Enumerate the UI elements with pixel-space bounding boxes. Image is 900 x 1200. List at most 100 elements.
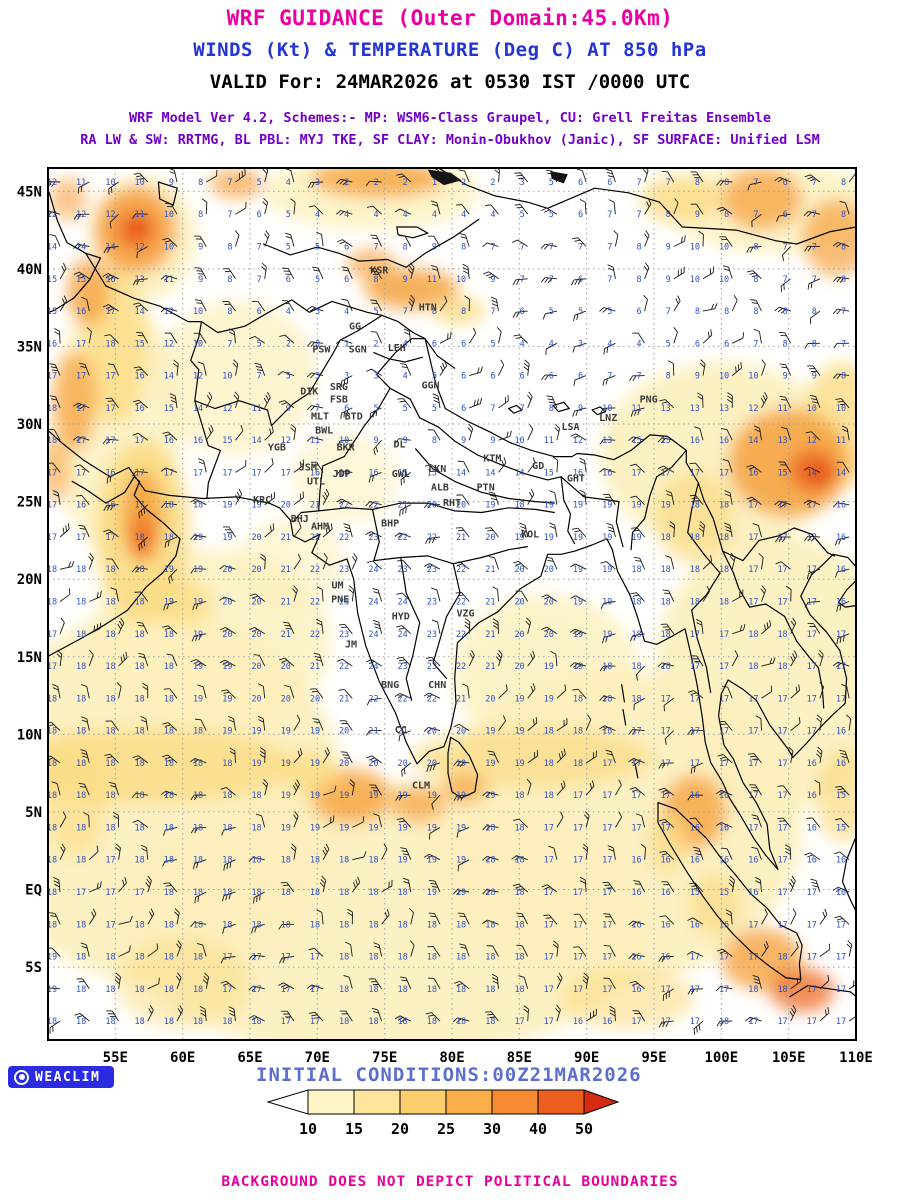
svg-text:VZG: VZG bbox=[456, 608, 474, 619]
svg-text:18: 18 bbox=[76, 759, 86, 769]
svg-text:17: 17 bbox=[105, 533, 115, 543]
svg-text:17: 17 bbox=[661, 985, 671, 995]
svg-text:18: 18 bbox=[456, 985, 466, 995]
svg-text:17: 17 bbox=[719, 694, 729, 704]
svg-text:16: 16 bbox=[47, 339, 57, 349]
svg-text:8: 8 bbox=[695, 178, 700, 188]
svg-text:6: 6 bbox=[578, 178, 583, 188]
svg-text:17: 17 bbox=[690, 727, 700, 737]
svg-text:16: 16 bbox=[661, 953, 671, 963]
svg-text:17: 17 bbox=[690, 985, 700, 995]
svg-text:8: 8 bbox=[373, 275, 378, 285]
svg-text:16: 16 bbox=[690, 436, 700, 446]
svg-text:22: 22 bbox=[339, 533, 349, 543]
svg-text:18: 18 bbox=[135, 953, 145, 963]
svg-text:4: 4 bbox=[403, 372, 408, 382]
svg-text:7: 7 bbox=[841, 339, 846, 349]
svg-text:6: 6 bbox=[461, 372, 466, 382]
svg-text:7: 7 bbox=[490, 307, 495, 317]
svg-text:6: 6 bbox=[432, 339, 437, 349]
svg-text:20: 20 bbox=[514, 565, 524, 575]
svg-text:20: 20 bbox=[222, 565, 232, 575]
weather-map: 12 11 10 10 9 8 7 5 4 3 2 2 2 1 2 2 3 5 6 6 7 7 8 8 7 6 7 812 12 12 11… bbox=[17, 167, 873, 1065]
svg-text:22: 22 bbox=[456, 565, 466, 575]
svg-text:19: 19 bbox=[514, 759, 524, 769]
svg-text:20: 20 bbox=[485, 533, 495, 543]
svg-text:18: 18 bbox=[193, 501, 203, 511]
svg-text:14: 14 bbox=[135, 307, 145, 317]
svg-text:17: 17 bbox=[76, 436, 86, 446]
svg-text:18: 18 bbox=[339, 888, 349, 898]
svg-text:CHN: CHN bbox=[428, 680, 446, 691]
svg-text:11: 11 bbox=[427, 275, 437, 285]
svg-text:5: 5 bbox=[520, 210, 525, 220]
svg-text:BHP: BHP bbox=[381, 518, 399, 529]
svg-text:5: 5 bbox=[315, 275, 320, 285]
svg-text:17: 17 bbox=[661, 694, 671, 704]
svg-text:19: 19 bbox=[602, 501, 612, 511]
svg-text:19: 19 bbox=[193, 694, 203, 704]
svg-text:17: 17 bbox=[777, 501, 787, 511]
svg-text:PNG: PNG bbox=[640, 394, 658, 405]
page-title: WRF GUIDANCE (Outer Domain:45.0Km) bbox=[226, 6, 674, 30]
svg-text:7: 7 bbox=[666, 307, 671, 317]
svg-text:17: 17 bbox=[281, 953, 291, 963]
svg-text:18: 18 bbox=[690, 565, 700, 575]
svg-text:17: 17 bbox=[836, 662, 846, 672]
svg-text:21: 21 bbox=[281, 598, 291, 608]
svg-text:18: 18 bbox=[398, 888, 408, 898]
svg-text:17: 17 bbox=[690, 468, 700, 478]
svg-text:3: 3 bbox=[520, 178, 525, 188]
svg-text:16: 16 bbox=[631, 985, 641, 995]
svg-text:8: 8 bbox=[198, 178, 203, 188]
svg-text:12: 12 bbox=[281, 436, 291, 446]
svg-text:18: 18 bbox=[105, 339, 115, 349]
svg-text:8: 8 bbox=[198, 210, 203, 220]
svg-text:19: 19 bbox=[573, 565, 583, 575]
svg-text:21: 21 bbox=[485, 565, 495, 575]
svg-text:18: 18 bbox=[339, 1017, 349, 1027]
svg-text:14: 14 bbox=[105, 243, 115, 253]
svg-text:13: 13 bbox=[135, 275, 145, 285]
svg-text:16: 16 bbox=[631, 920, 641, 930]
svg-text:19: 19 bbox=[456, 791, 466, 801]
svg-text:17: 17 bbox=[748, 598, 758, 608]
svg-text:18: 18 bbox=[222, 823, 232, 833]
svg-text:18: 18 bbox=[135, 791, 145, 801]
svg-text:18: 18 bbox=[281, 888, 291, 898]
svg-text:17: 17 bbox=[777, 823, 787, 833]
svg-text:18: 18 bbox=[76, 1017, 86, 1027]
svg-text:16: 16 bbox=[807, 823, 817, 833]
svg-text:18: 18 bbox=[135, 662, 145, 672]
valid-time-line: VALID For: 24MAR2026 at 0530 IST /0000 U… bbox=[209, 71, 691, 93]
svg-text:5: 5 bbox=[666, 339, 671, 349]
svg-text:20: 20 bbox=[251, 630, 261, 640]
svg-text:18: 18 bbox=[164, 888, 174, 898]
svg-text:7: 7 bbox=[812, 275, 817, 285]
svg-text:6: 6 bbox=[461, 404, 466, 414]
svg-text:17: 17 bbox=[105, 372, 115, 382]
svg-text:17: 17 bbox=[836, 694, 846, 704]
svg-text:17: 17 bbox=[135, 436, 145, 446]
svg-text:18: 18 bbox=[105, 662, 115, 672]
svg-text:6: 6 bbox=[520, 307, 525, 317]
svg-text:18: 18 bbox=[135, 823, 145, 833]
svg-text:19: 19 bbox=[573, 630, 583, 640]
svg-text:14: 14 bbox=[485, 468, 495, 478]
svg-text:17: 17 bbox=[251, 953, 261, 963]
svg-text:19: 19 bbox=[427, 791, 437, 801]
svg-text:18: 18 bbox=[631, 694, 641, 704]
svg-text:15: 15 bbox=[135, 339, 145, 349]
svg-text:4: 4 bbox=[344, 210, 349, 220]
svg-text:17: 17 bbox=[690, 953, 700, 963]
svg-text:19: 19 bbox=[251, 727, 261, 737]
svg-text:18: 18 bbox=[164, 630, 174, 640]
svg-text:15: 15 bbox=[427, 468, 437, 478]
svg-text:20: 20 bbox=[281, 694, 291, 704]
svg-text:18: 18 bbox=[514, 920, 524, 930]
svg-text:8: 8 bbox=[227, 307, 232, 317]
svg-text:18: 18 bbox=[719, 501, 729, 511]
svg-text:17: 17 bbox=[76, 339, 86, 349]
svg-text:17: 17 bbox=[777, 727, 787, 737]
svg-text:4: 4 bbox=[403, 210, 408, 220]
